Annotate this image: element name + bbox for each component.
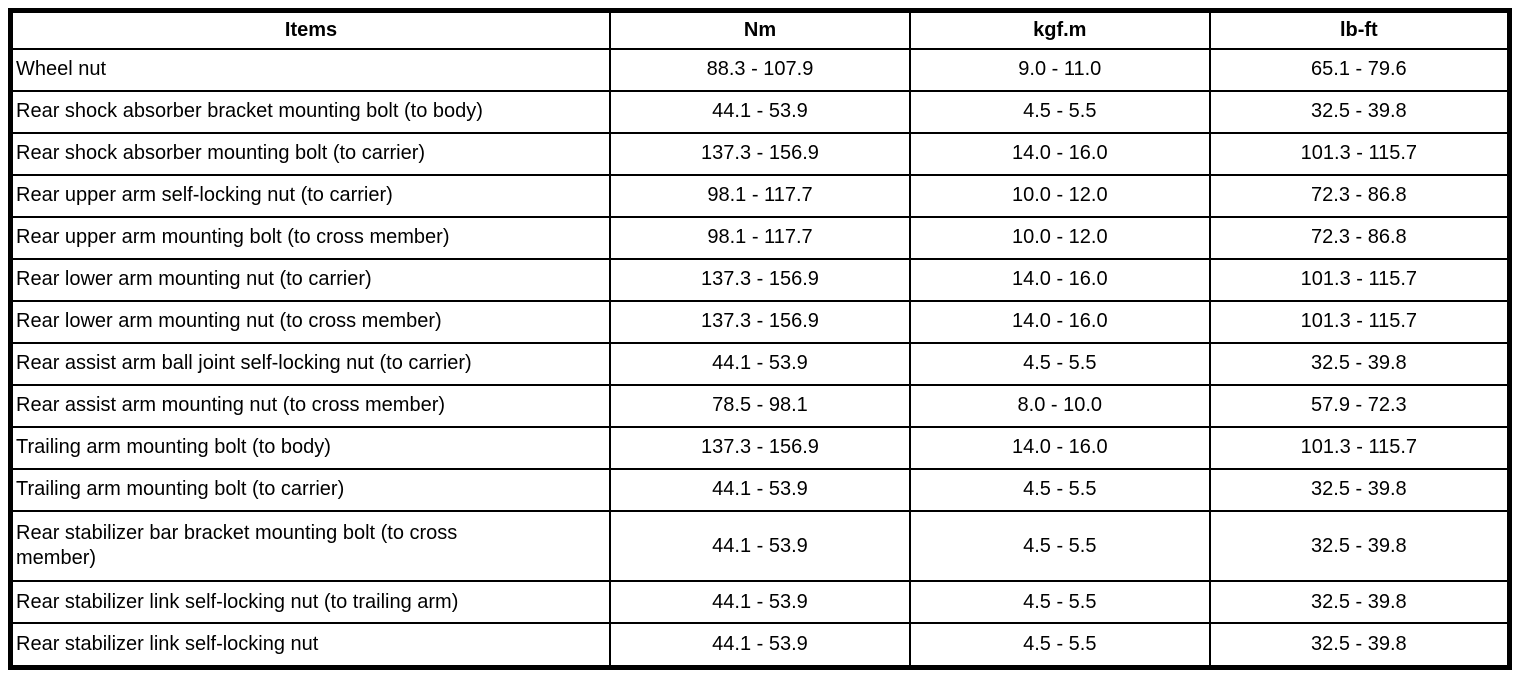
table-row: Rear shock absorber mounting bolt (to ca… (9, 131, 1511, 176)
table-row: Rear upper arm mounting bolt (to cross m… (9, 215, 1511, 260)
kgfm-cell: 10.0 - 12.0 (908, 173, 1211, 218)
column-header-items: Items (9, 9, 612, 50)
nm-cell: 88.3 - 107.9 (609, 47, 911, 92)
table-row: Rear stabilizer link self-locking nut 44… (9, 622, 1511, 669)
kgfm-cell: 14.0 - 16.0 (908, 425, 1211, 470)
item-cell: Rear shock absorber mounting bolt (to ca… (9, 131, 612, 176)
item-cell: Rear stabilizer bar bracket mounting bol… (9, 510, 612, 583)
nm-cell: 78.5 - 98.1 (609, 383, 911, 428)
lbft-cell: 32.5 - 39.8 (1208, 89, 1511, 134)
column-header-nm: Nm (609, 9, 911, 50)
column-header-lbft: lb-ft (1208, 9, 1511, 50)
lbft-cell: 72.3 - 86.8 (1208, 173, 1511, 218)
table-row: Rear stabilizer link self-locking nut (t… (9, 580, 1511, 625)
kgfm-cell: 4.5 - 5.5 (908, 467, 1211, 513)
kgfm-cell: 4.5 - 5.5 (908, 580, 1211, 625)
nm-cell: 137.3 - 156.9 (609, 131, 911, 176)
nm-cell: 44.1 - 53.9 (609, 510, 911, 583)
nm-cell: 44.1 - 53.9 (609, 580, 911, 625)
lbft-cell: 32.5 - 39.8 (1208, 622, 1511, 669)
item-cell: Wheel nut (9, 47, 612, 92)
lbft-cell: 101.3 - 115.7 (1208, 425, 1511, 470)
header-row: Items Nm kgf.m lb-ft (9, 9, 1511, 50)
kgfm-cell: 10.0 - 12.0 (908, 215, 1211, 260)
lbft-cell: 72.3 - 86.8 (1208, 215, 1511, 260)
table-row: Rear shock absorber bracket mounting bol… (9, 89, 1511, 134)
item-cell: Trailing arm mounting bolt (to body) (9, 425, 612, 470)
nm-cell: 44.1 - 53.9 (609, 341, 911, 386)
kgfm-cell: 14.0 - 16.0 (908, 257, 1211, 302)
kgfm-cell: 4.5 - 5.5 (908, 622, 1211, 669)
kgfm-cell: 4.5 - 5.5 (908, 341, 1211, 386)
item-cell: Rear stabilizer link self-locking nut (9, 622, 612, 669)
table-row: Rear lower arm mounting nut (to cross me… (9, 299, 1511, 344)
table-row: Rear assist arm mounting nut (to cross m… (9, 383, 1511, 428)
item-cell: Rear upper arm mounting bolt (to cross m… (9, 215, 612, 260)
nm-cell: 44.1 - 53.9 (609, 89, 911, 134)
item-cell: Trailing arm mounting bolt (to carrier) (9, 467, 612, 513)
nm-cell: 137.3 - 156.9 (609, 299, 911, 344)
kgfm-cell: 8.0 - 10.0 (908, 383, 1211, 428)
table-header: Items Nm kgf.m lb-ft (9, 9, 1511, 50)
lbft-cell: 101.3 - 115.7 (1208, 257, 1511, 302)
table-row: Trailing arm mounting bolt (to carrier) … (9, 467, 1511, 513)
lbft-cell: 57.9 - 72.3 (1208, 383, 1511, 428)
item-cell: Rear upper arm self-locking nut (to carr… (9, 173, 612, 218)
item-cell: Rear shock absorber bracket mounting bol… (9, 89, 612, 134)
table-row: Rear stabilizer bar bracket mounting bol… (9, 510, 1511, 583)
lbft-cell: 101.3 - 115.7 (1208, 299, 1511, 344)
item-cell: Rear lower arm mounting nut (to cross me… (9, 299, 612, 344)
table-row: Trailing arm mounting bolt (to body) 137… (9, 425, 1511, 470)
table-body: Wheel nut 88.3 - 107.9 9.0 - 11.0 65.1 -… (9, 47, 1511, 669)
column-header-kgfm: kgf.m (908, 9, 1211, 50)
lbft-cell: 32.5 - 39.8 (1208, 341, 1511, 386)
nm-cell: 137.3 - 156.9 (609, 257, 911, 302)
table-row: Wheel nut 88.3 - 107.9 9.0 - 11.0 65.1 -… (9, 47, 1511, 92)
item-cell: Rear assist arm mounting nut (to cross m… (9, 383, 612, 428)
table-row: Rear upper arm self-locking nut (to carr… (9, 173, 1511, 218)
item-cell: Rear lower arm mounting nut (to carrier) (9, 257, 612, 302)
nm-cell: 44.1 - 53.9 (609, 622, 911, 669)
torque-spec-table: Items Nm kgf.m lb-ft Wheel nut 88.3 - 10… (8, 8, 1512, 670)
kgfm-cell: 4.5 - 5.5 (908, 89, 1211, 134)
item-cell: Rear assist arm ball joint self-locking … (9, 341, 612, 386)
lbft-cell: 32.5 - 39.8 (1208, 510, 1511, 583)
table-row: Rear lower arm mounting nut (to carrier)… (9, 257, 1511, 302)
nm-cell: 44.1 - 53.9 (609, 467, 911, 513)
kgfm-cell: 9.0 - 11.0 (908, 47, 1211, 92)
kgfm-cell: 14.0 - 16.0 (908, 299, 1211, 344)
lbft-cell: 65.1 - 79.6 (1208, 47, 1511, 92)
nm-cell: 98.1 - 117.7 (609, 215, 911, 260)
lbft-cell: 101.3 - 115.7 (1208, 131, 1511, 176)
lbft-cell: 32.5 - 39.8 (1208, 580, 1511, 625)
table-row: Rear assist arm ball joint self-locking … (9, 341, 1511, 386)
kgfm-cell: 14.0 - 16.0 (908, 131, 1211, 176)
item-cell: Rear stabilizer link self-locking nut (t… (9, 580, 612, 625)
lbft-cell: 32.5 - 39.8 (1208, 467, 1511, 513)
nm-cell: 137.3 - 156.9 (609, 425, 911, 470)
nm-cell: 98.1 - 117.7 (609, 173, 911, 218)
kgfm-cell: 4.5 - 5.5 (908, 510, 1211, 583)
